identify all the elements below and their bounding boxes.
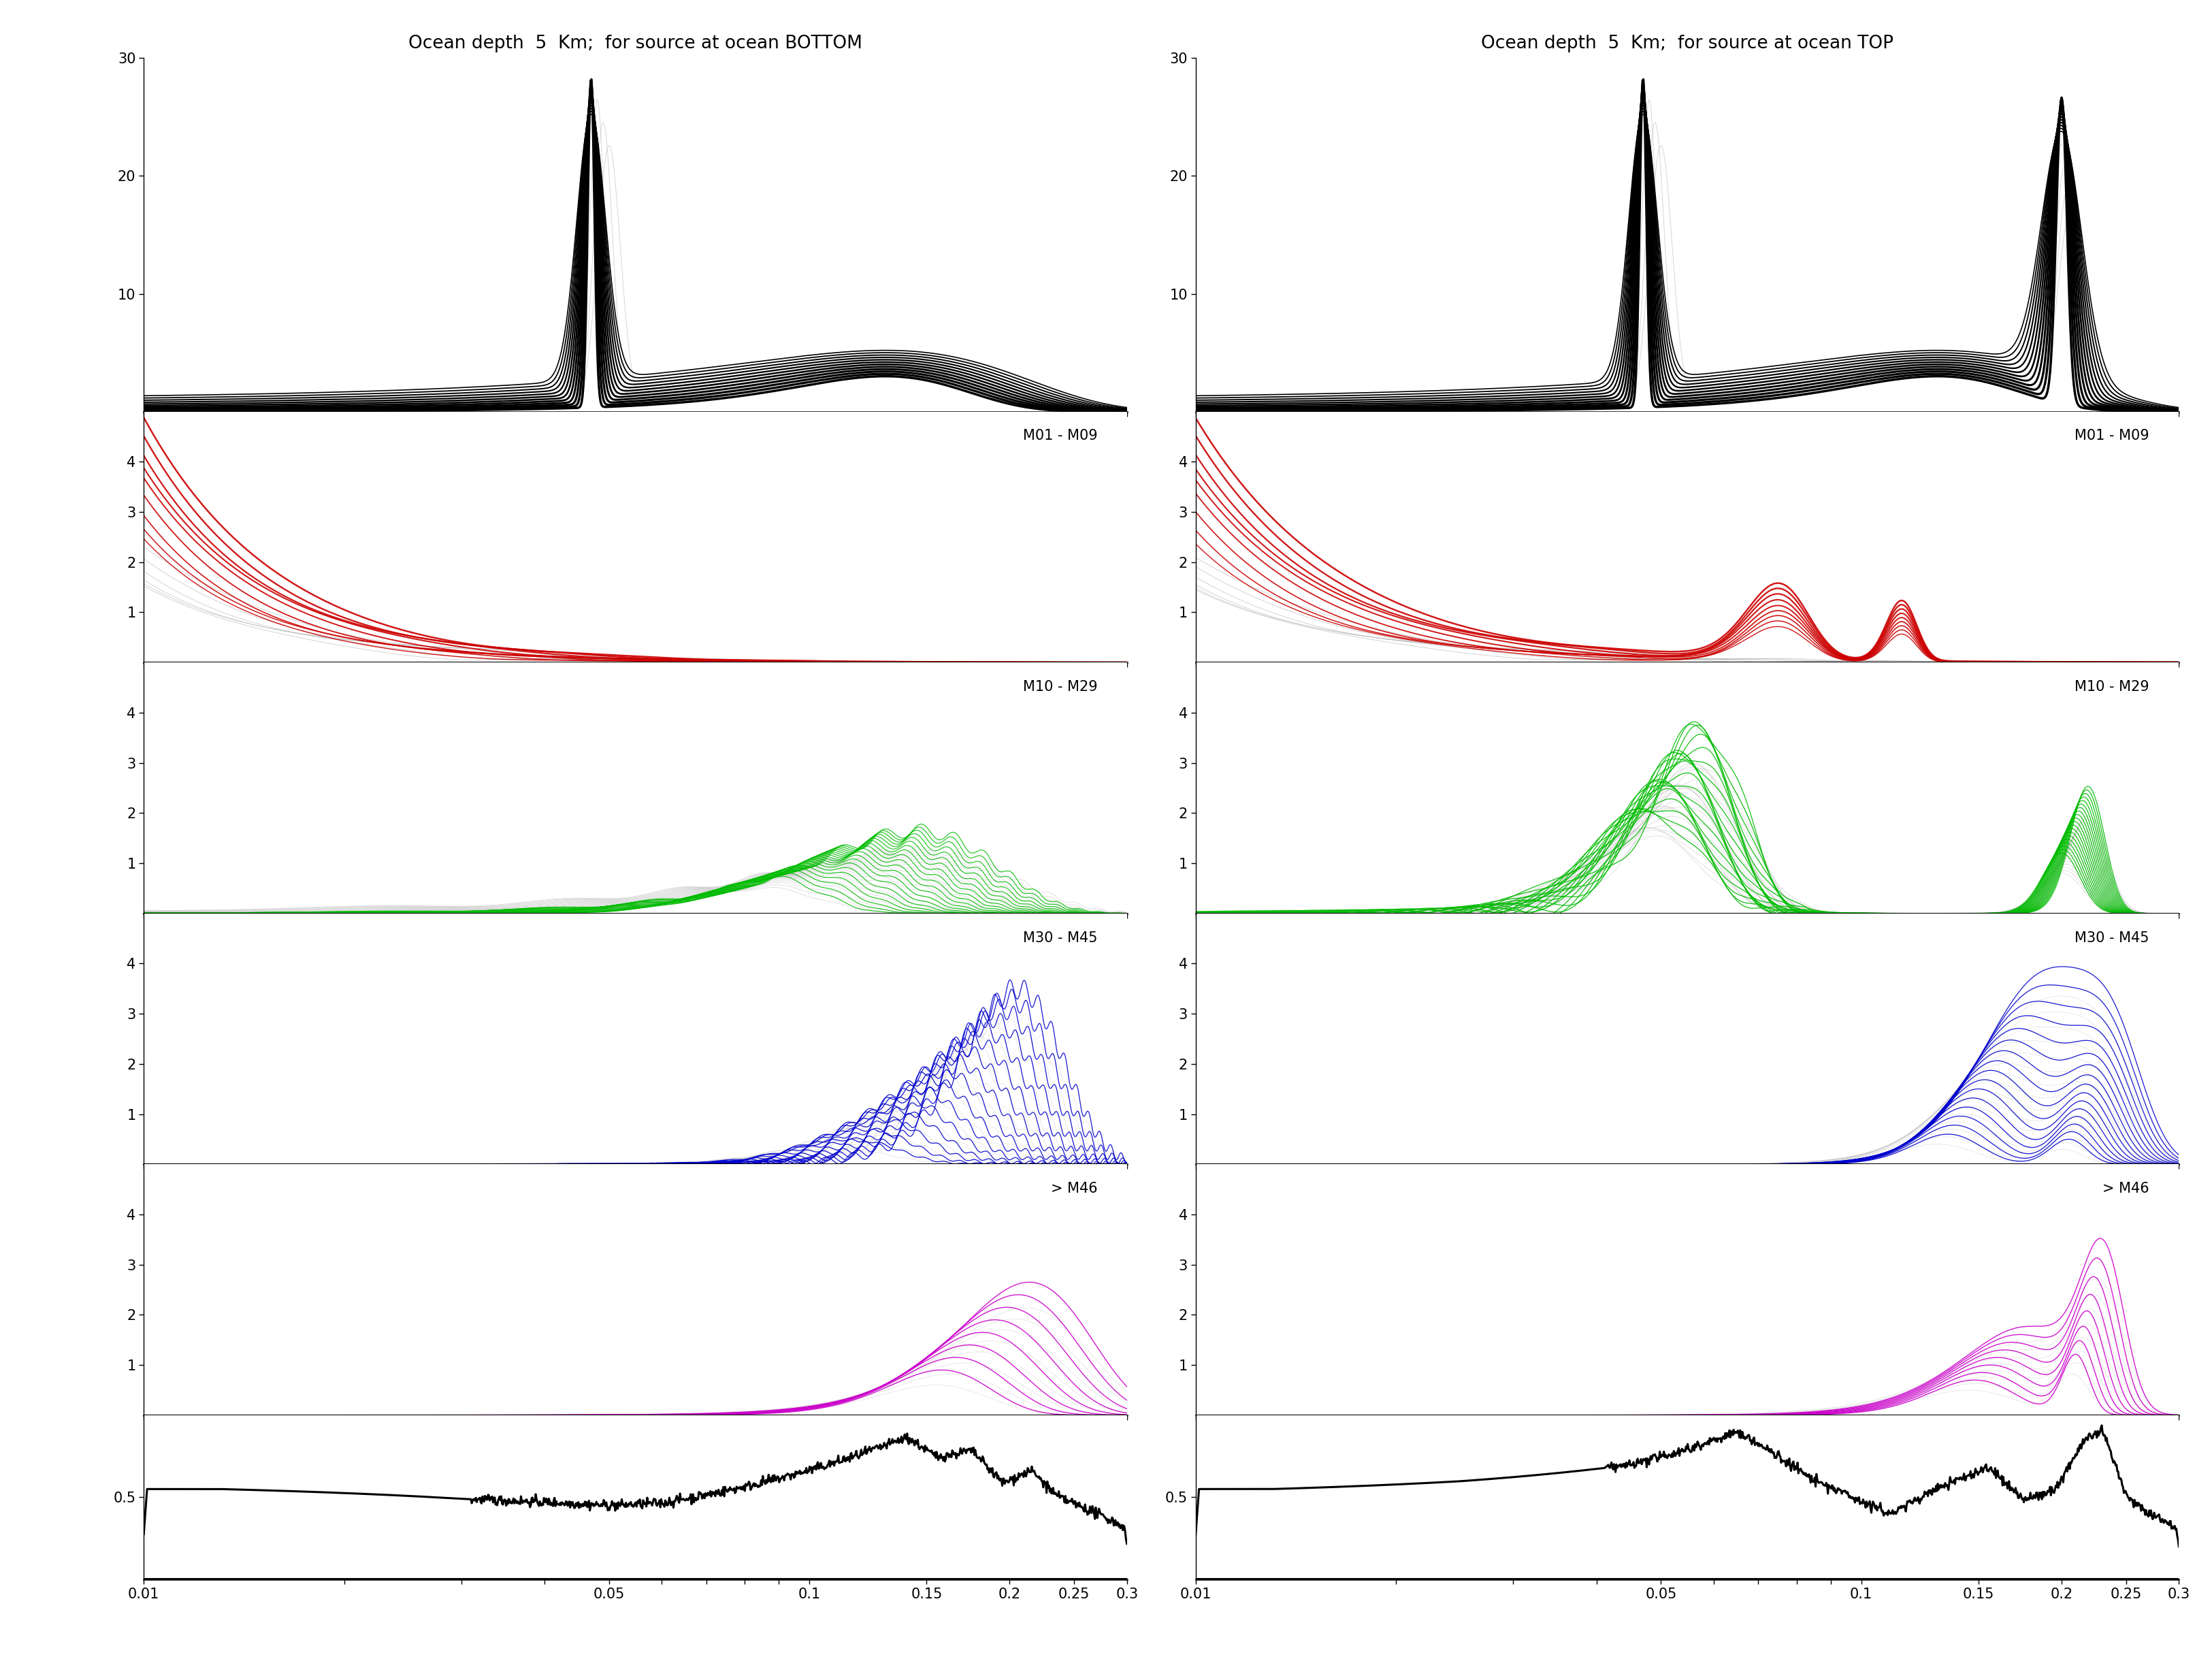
Text: > M46: > M46 — [2104, 1181, 2150, 1196]
Title: Ocean depth  5  Km;  for source at ocean BOTTOM: Ocean depth 5 Km; for source at ocean BO… — [409, 35, 863, 53]
Text: M10 - M29: M10 - M29 — [1022, 680, 1097, 693]
Text: M30 - M45: M30 - M45 — [1022, 931, 1097, 944]
Text: > M46: > M46 — [1051, 1181, 1097, 1196]
Text: M30 - M45: M30 - M45 — [2075, 931, 2150, 944]
Text: M10 - M29: M10 - M29 — [2075, 680, 2150, 693]
Title: Ocean depth  5  Km;  for source at ocean TOP: Ocean depth 5 Km; for source at ocean TO… — [1482, 35, 1893, 53]
Text: M01 - M09: M01 - M09 — [1022, 430, 1097, 443]
Text: M01 - M09: M01 - M09 — [2075, 430, 2150, 443]
